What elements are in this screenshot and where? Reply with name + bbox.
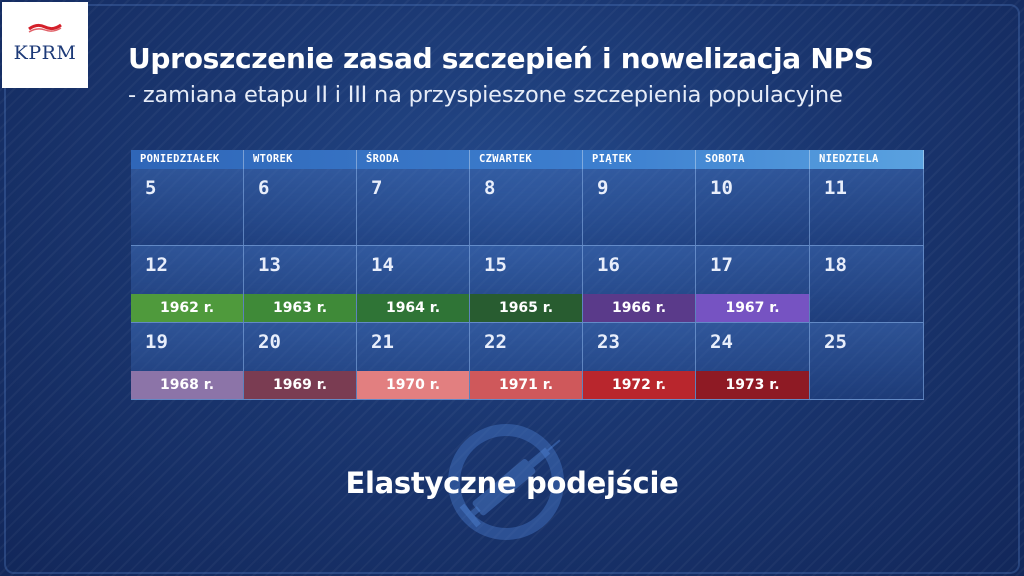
weekday-header: SOBOTA	[696, 150, 810, 169]
day-number: 13	[258, 254, 281, 276]
calendar-day-cell: 22 1971 r.	[470, 323, 583, 400]
day-number: 7	[371, 177, 383, 199]
calendar-day-cell: 7	[357, 169, 470, 246]
day-number: 23	[597, 331, 620, 353]
birth-year-badge: 1962 r.	[131, 294, 243, 322]
day-number: 6	[258, 177, 270, 199]
day-number: 5	[145, 177, 157, 199]
weekday-header: CZWARTEK	[470, 150, 583, 169]
logo-text: KPRM	[13, 42, 77, 64]
calendar-day-cell: 17 1967 r.	[696, 246, 810, 323]
birth-year-badge: 1972 r.	[583, 371, 695, 399]
calendar-day-cell: 21 1970 r.	[357, 323, 470, 400]
calendar-day-cell: 5	[131, 169, 244, 246]
syringe-icon	[448, 424, 564, 540]
day-number: 24	[710, 331, 733, 353]
slide-subtitle: - zamiana etapu II i III na przyspieszon…	[128, 82, 843, 108]
kprm-logo: KPRM	[2, 2, 88, 88]
weekday-header: WTOREK	[244, 150, 357, 169]
calendar-day-cell: 15 1965 r.	[470, 246, 583, 323]
birth-year-badge: 1970 r.	[357, 371, 469, 399]
calendar-day-cell: 16 1966 r.	[583, 246, 696, 323]
day-number: 18	[824, 254, 847, 276]
weekday-header: NIEDZIELA	[810, 150, 924, 169]
vaccination-calendar: PONIEDZIAŁEK WTOREK ŚRODA CZWARTEK PIĄTEK SOB…	[131, 150, 924, 402]
birth-year-badge: 1963 r.	[244, 294, 356, 322]
calendar-day-cell: 11	[810, 169, 924, 246]
calendar-day-cell: 8	[470, 169, 583, 246]
motto-text: Elastyczne podejście	[345, 466, 679, 500]
birth-year-badge: 1965 r.	[470, 294, 582, 322]
calendar-day-cell: 19 1968 r.	[131, 323, 244, 400]
day-number: 22	[484, 331, 507, 353]
calendar-day-cell: 20 1969 r.	[244, 323, 357, 400]
day-number: 11	[824, 177, 847, 199]
day-number: 20	[258, 331, 281, 353]
day-number: 9	[597, 177, 609, 199]
weekday-header: PIĄTEK	[583, 150, 696, 169]
day-number: 12	[145, 254, 168, 276]
calendar-day-cell: 24 1973 r.	[696, 323, 810, 400]
birth-year-badge: 1973 r.	[696, 371, 809, 399]
calendar-day-cell: 9	[583, 169, 696, 246]
day-number: 21	[371, 331, 394, 353]
day-number: 10	[710, 177, 733, 199]
calendar-day-cell: 10	[696, 169, 810, 246]
calendar-header: PONIEDZIAŁEK WTOREK ŚRODA CZWARTEK PIĄTEK SOB…	[131, 150, 924, 169]
calendar-day-cell: 13 1963 r.	[244, 246, 357, 323]
day-number: 17	[710, 254, 733, 276]
calendar-day-cell: 6	[244, 169, 357, 246]
weekday-header: PONIEDZIAŁEK	[131, 150, 244, 169]
calendar-day-cell: 23 1972 r.	[583, 323, 696, 400]
day-number: 19	[145, 331, 168, 353]
day-number: 14	[371, 254, 394, 276]
birth-year-badge: 1967 r.	[696, 294, 809, 322]
day-number: 25	[824, 331, 847, 353]
calendar-day-cell: 12 1962 r.	[131, 246, 244, 323]
birth-year-badge: 1966 r.	[583, 294, 695, 322]
calendar-day-cell: 14 1964 r.	[357, 246, 470, 323]
day-number: 8	[484, 177, 496, 199]
flag-icon	[28, 23, 62, 33]
weekday-header: ŚRODA	[357, 150, 470, 169]
calendar-day-cell: 18	[810, 246, 924, 323]
birth-year-badge: 1968 r.	[131, 371, 243, 399]
birth-year-badge: 1964 r.	[357, 294, 469, 322]
calendar-day-cell: 25	[810, 323, 924, 400]
day-number: 15	[484, 254, 507, 276]
birth-year-badge: 1969 r.	[244, 371, 356, 399]
slide-title: Uproszczenie zasad szczepień i nowelizac…	[128, 42, 874, 75]
birth-year-badge: 1971 r.	[470, 371, 582, 399]
day-number: 16	[597, 254, 620, 276]
